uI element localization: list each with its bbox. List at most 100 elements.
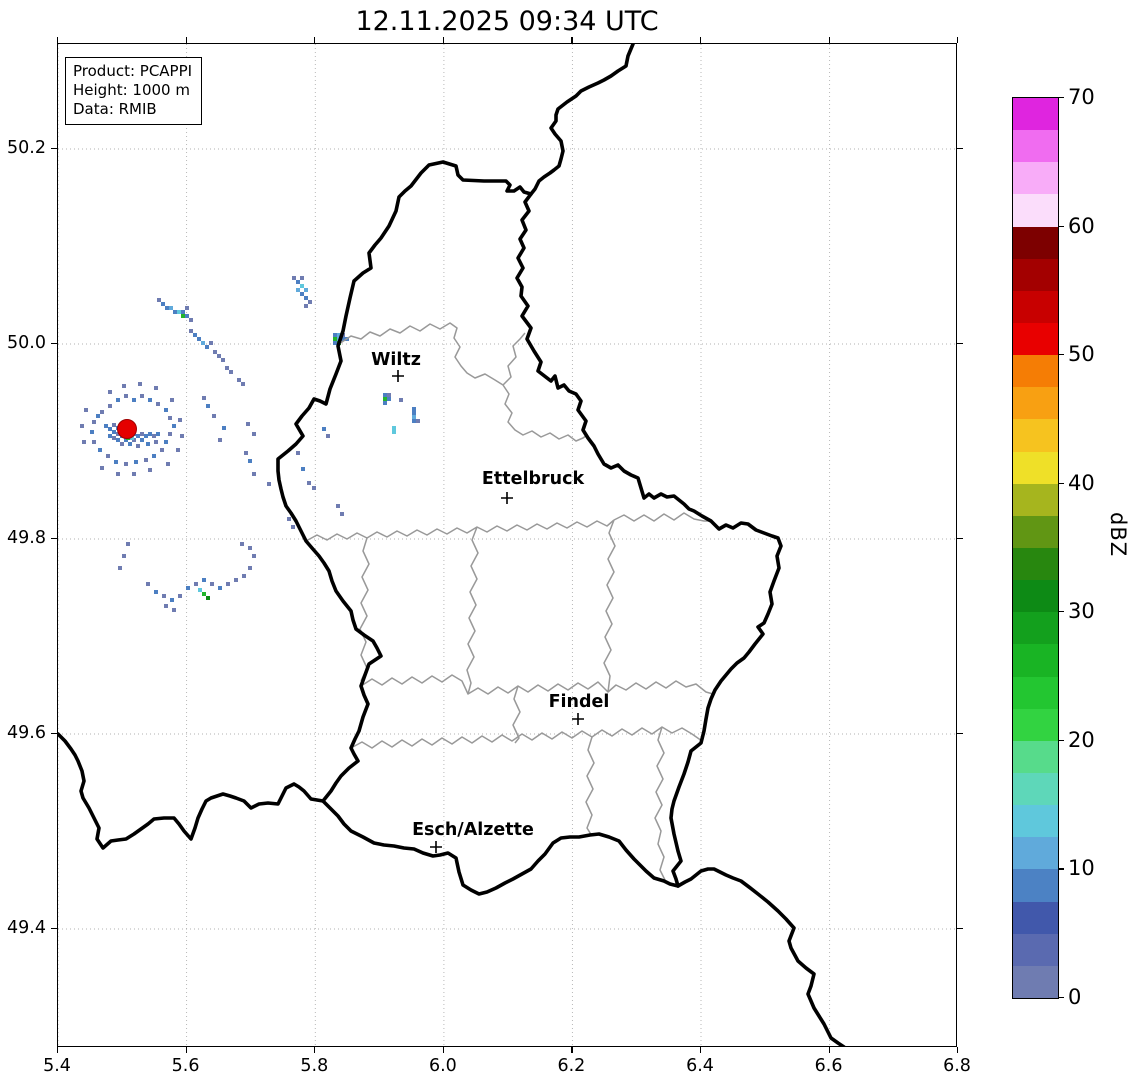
france-germany-border xyxy=(676,867,846,1046)
canton-border xyxy=(502,332,526,386)
canton-border xyxy=(350,726,703,749)
radar-echo-cell xyxy=(152,434,156,438)
radar-echo-cell xyxy=(206,596,210,600)
colorbar-segment xyxy=(1013,290,1058,324)
x-tick-mark xyxy=(57,1047,59,1053)
product-line: Product: PCAPPI xyxy=(73,62,193,80)
city-label: Esch/Alzette xyxy=(412,820,534,840)
radar-echo-cell xyxy=(193,333,197,337)
city-label: Wiltz xyxy=(371,350,421,370)
radar-echo-cell xyxy=(181,310,185,314)
radar-echo-cell xyxy=(412,407,416,411)
radar-echo-cell xyxy=(108,427,112,431)
colorbar-segment xyxy=(1013,355,1058,388)
y-tick-label: 49.4 xyxy=(7,918,46,938)
colorbar-segment xyxy=(1013,130,1058,163)
radar-echo-cell xyxy=(140,432,144,436)
radar-echo-cell xyxy=(218,438,222,442)
radar-echo-cell xyxy=(104,424,108,428)
colorbar-segment xyxy=(1013,612,1058,645)
colorbar-tick-mark xyxy=(1058,225,1064,227)
radar-echo-cell xyxy=(241,382,245,386)
map-plot-area: Wiltz Ettelbruck Findel Esch/Alzette xyxy=(57,43,957,1047)
colorbar-tick-label: 30 xyxy=(1068,599,1095,624)
reflectivity-colorbar xyxy=(1012,97,1059,999)
canton-border xyxy=(654,726,666,881)
radar-echo-cell xyxy=(138,382,142,386)
radar-echo-cell xyxy=(180,434,184,438)
radar-echo-cell xyxy=(296,288,300,292)
radar-echo-cell xyxy=(326,434,330,438)
radar-echo-cell xyxy=(292,276,296,280)
radar-echo-cell xyxy=(383,401,387,405)
radar-echo-cell xyxy=(112,423,116,427)
x-tick-mark-top xyxy=(957,37,959,43)
radar-echo-cell xyxy=(177,310,181,314)
canton-border xyxy=(338,322,504,386)
radar-echo-cell xyxy=(165,306,169,310)
radar-echo-cell xyxy=(205,345,209,349)
canton-border xyxy=(305,519,615,542)
radar-echo-cell xyxy=(248,566,252,570)
radar-echo-cell xyxy=(287,517,291,521)
radar-echo-cell xyxy=(130,436,134,440)
radar-echo-cell xyxy=(164,440,168,444)
colorbar-segment xyxy=(1013,515,1058,549)
colorbar-tick-label: 70 xyxy=(1068,85,1095,109)
radar-echo-cell xyxy=(248,459,252,463)
radar-echo-cell xyxy=(304,304,308,308)
city-plus-marker xyxy=(430,841,442,853)
radar-echo-cell xyxy=(178,418,182,422)
x-tick-mark-top xyxy=(57,37,59,43)
y-tick-mark-right xyxy=(957,733,963,735)
colorbar-tick-label: 50 xyxy=(1068,342,1095,367)
radar-echo-layer xyxy=(80,276,420,612)
radar-echo-cell xyxy=(300,284,304,288)
radar-echo-cell xyxy=(172,608,176,612)
x-tick-mark xyxy=(828,1047,830,1053)
colorbar-segment xyxy=(1013,580,1058,613)
x-tick-mark xyxy=(700,1047,702,1053)
radar-echo-cell xyxy=(172,424,176,428)
radar-echo-cell xyxy=(333,333,337,337)
radar-echo-cell xyxy=(146,442,150,446)
colorbar-segment xyxy=(1013,323,1058,356)
x-tick-mark xyxy=(957,1047,959,1053)
radar-echo-cell xyxy=(90,430,94,434)
x-tick-mark xyxy=(571,1047,573,1053)
canton-border xyxy=(502,384,588,442)
radar-echo-cell xyxy=(154,386,158,390)
y-tick-mark-right xyxy=(957,928,963,930)
radar-echo-cell xyxy=(112,436,116,440)
colorbar-tick-mark xyxy=(1058,482,1064,484)
x-tick-mark-top xyxy=(442,37,445,43)
radar-echo-cell xyxy=(185,306,189,310)
canton-border xyxy=(466,526,479,695)
colorbar-segment xyxy=(1013,965,1058,998)
colorbar-segment xyxy=(1013,387,1058,420)
radar-echo-cell xyxy=(210,582,214,586)
radar-echo-cell xyxy=(221,358,225,362)
radar-echo-cell xyxy=(114,460,118,464)
colorbar-segment xyxy=(1013,644,1058,677)
radar-echo-cell xyxy=(202,578,206,582)
radar-echo-cell xyxy=(197,337,201,341)
x-tick-mark-top xyxy=(828,37,830,43)
radar-echo-cell xyxy=(98,448,102,452)
colorbar-tick-label: 10 xyxy=(1068,856,1095,881)
radar-echo-cell xyxy=(170,398,174,402)
radar-echo-cell xyxy=(307,481,311,485)
country-borders xyxy=(58,44,846,1046)
canton-border xyxy=(603,519,616,693)
colorbar-segment xyxy=(1013,740,1058,774)
y-tick-label: 50.2 xyxy=(7,138,46,158)
x-tick-mark-top xyxy=(700,37,702,43)
radar-echo-cell xyxy=(144,458,148,462)
colorbar-segment xyxy=(1013,869,1058,902)
plot-title: 12.11.2025 09:34 UTC xyxy=(355,6,659,37)
x-tick-label: 5.4 xyxy=(43,1056,71,1076)
radar-echo-cell xyxy=(168,432,172,436)
radar-echo-cell xyxy=(162,594,166,598)
radar-echo-cell xyxy=(412,419,416,423)
colorbar-segment xyxy=(1013,933,1058,966)
